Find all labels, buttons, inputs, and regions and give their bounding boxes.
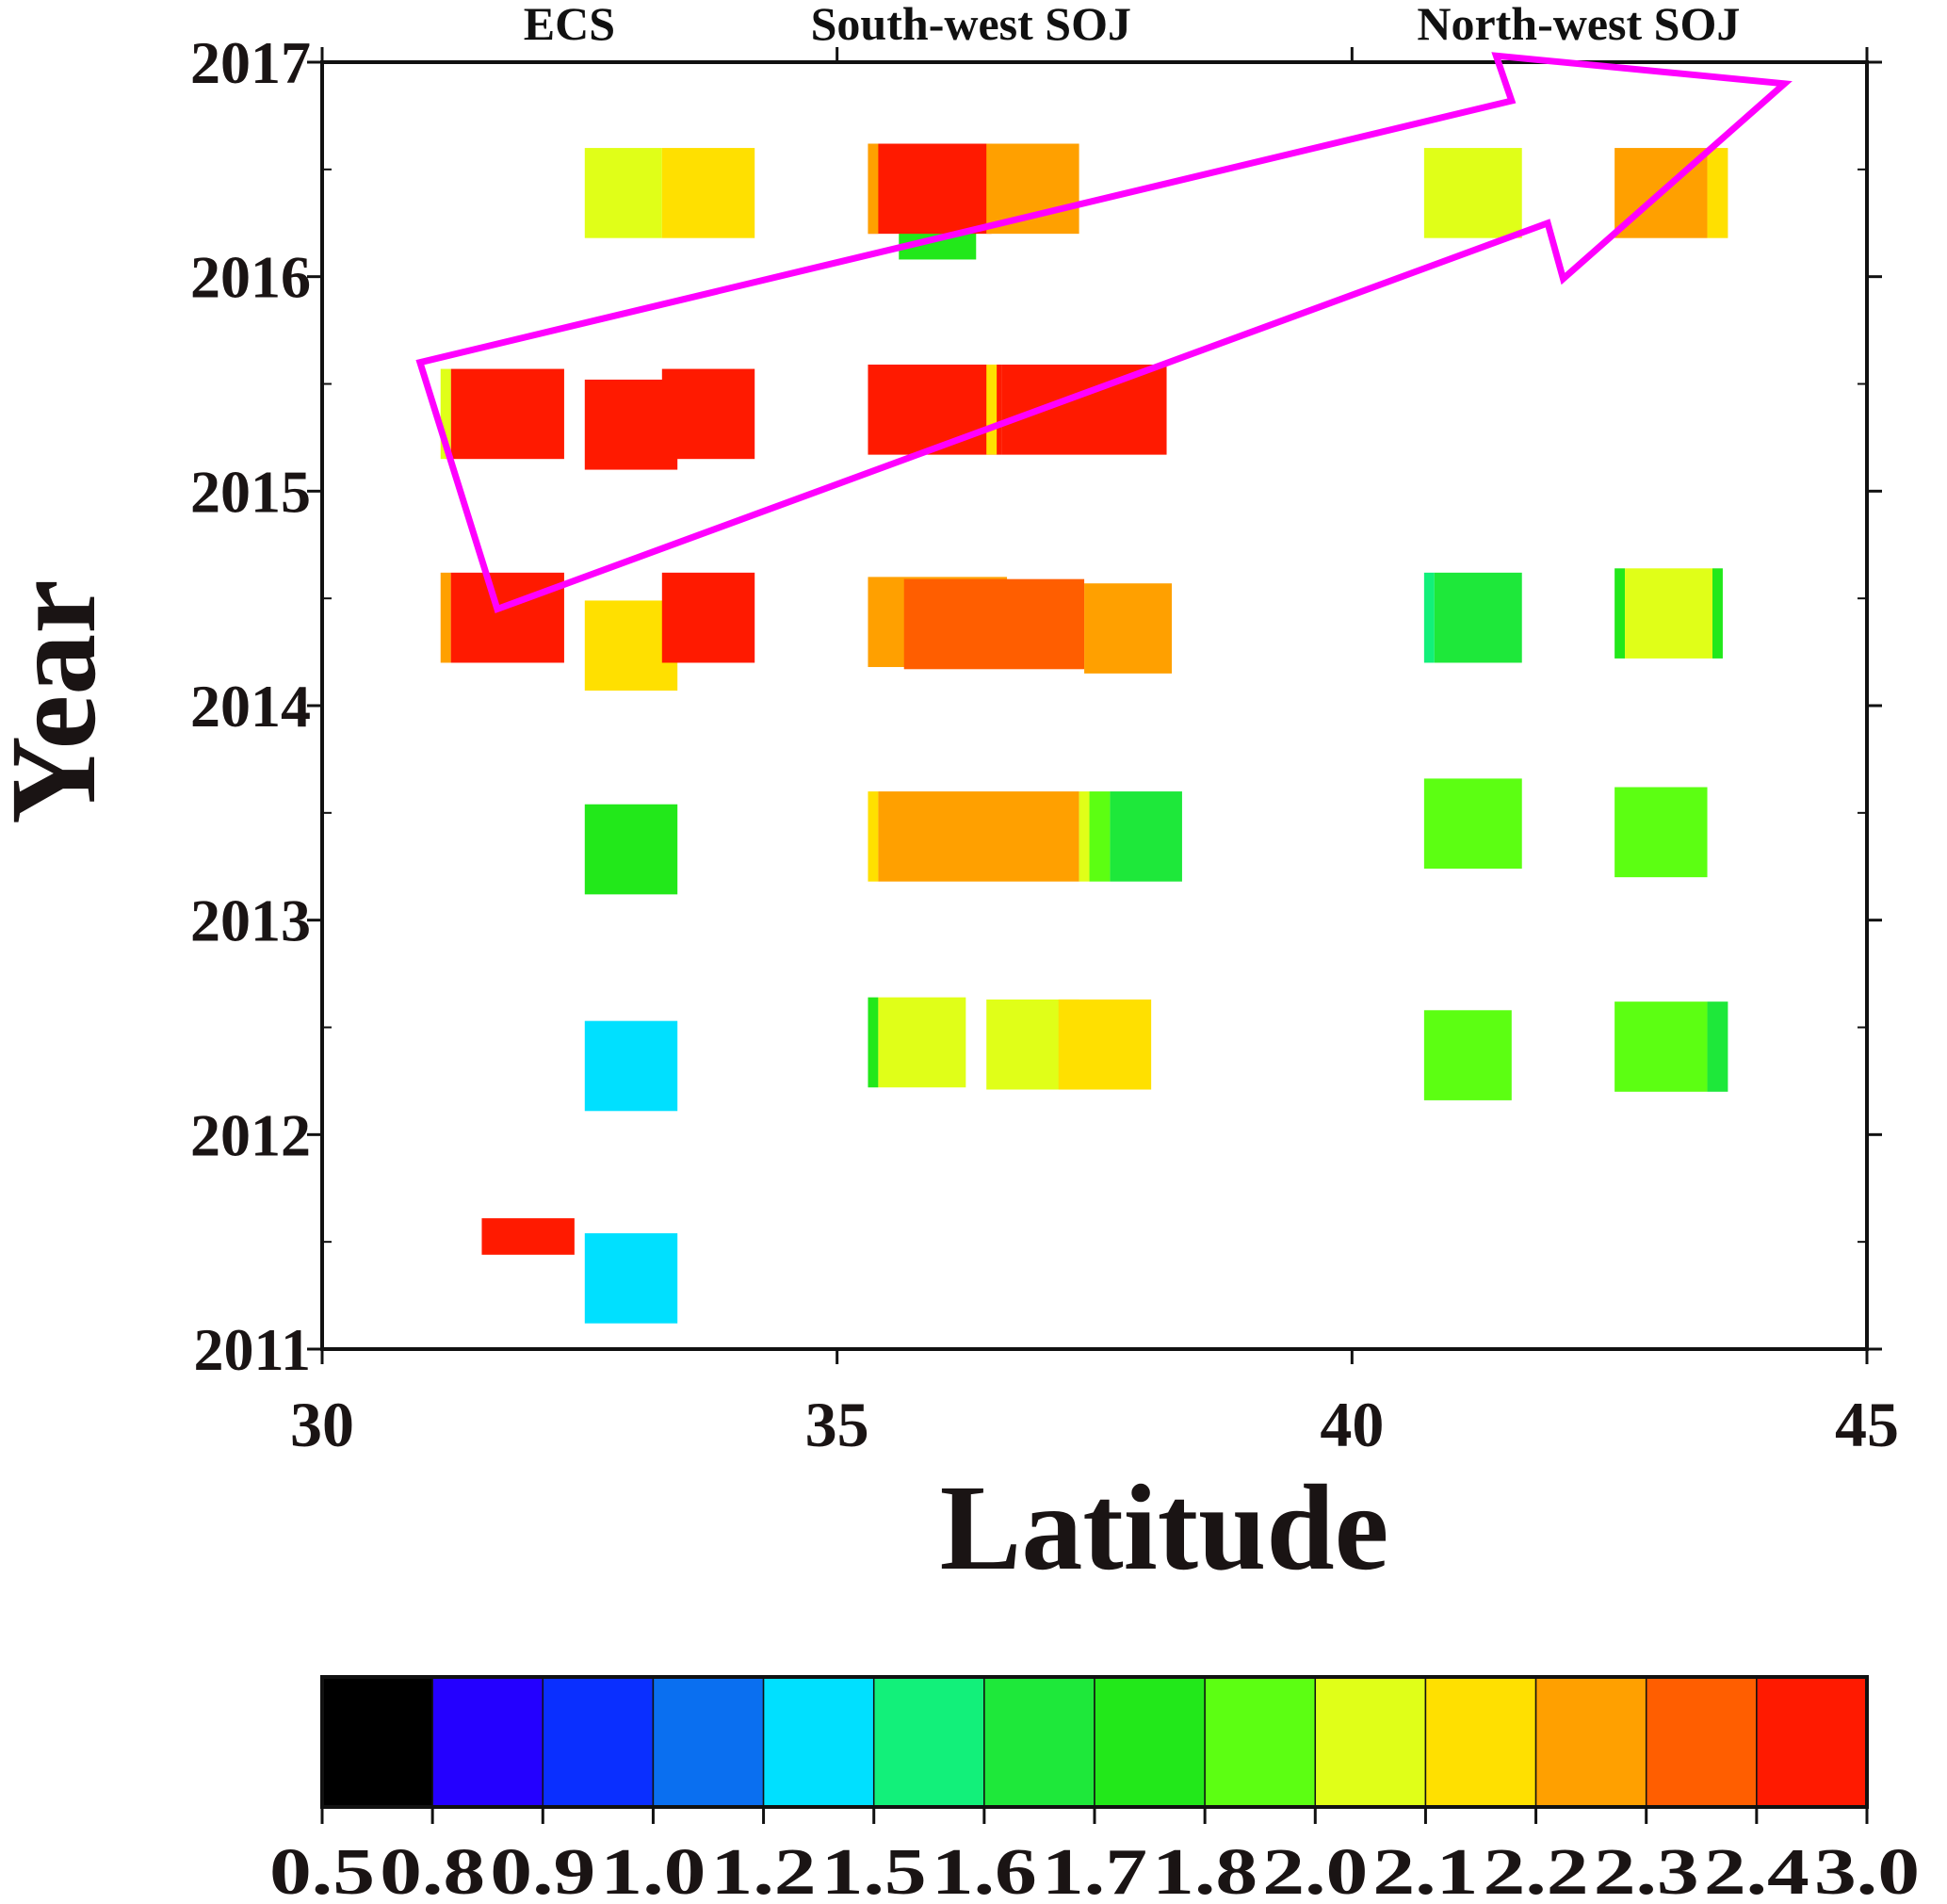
colorbar-swatch <box>762 1676 875 1808</box>
heatmap-cell <box>584 1233 678 1324</box>
colorbar-label: 2.0 <box>1262 1836 1368 1904</box>
colorbar <box>320 1675 1869 1824</box>
colorbar-label: 0.5 <box>269 1836 375 1904</box>
x-tick-label: 45 <box>1835 1389 1899 1460</box>
heatmap-cell <box>584 148 662 238</box>
heatmap-cell <box>1434 572 1522 663</box>
heatmap-cell <box>1110 791 1182 882</box>
heatmap-cell <box>986 365 998 455</box>
region-label: North-west SOJ <box>1417 0 1740 50</box>
colorbar-label: 0.8 <box>380 1836 485 1904</box>
tick-labels: 30 35 40 45 2011 2012 2013 2014 2015 2016 2017 <box>190 29 1899 1460</box>
colorbar-label: 2.3 <box>1594 1836 1699 1904</box>
x-axis-title: Latitude <box>940 1460 1389 1596</box>
heatmap-cell <box>440 368 451 460</box>
heatmap-cell <box>1423 1010 1512 1100</box>
heatmap-cell <box>1423 572 1435 663</box>
heatmap-cell <box>1084 583 1172 674</box>
colorbar-label: 2.4 <box>1704 1836 1809 1904</box>
colorbar-swatch <box>321 1676 433 1808</box>
colorbar-swatch <box>1094 1676 1206 1808</box>
heatmap-cell <box>868 143 879 235</box>
y-axis-title: Year <box>0 579 122 824</box>
heatmap-cell <box>878 791 1079 882</box>
colorbar-labels: 0.5 0.8 0.9 1.0 1.2 1.5 1.6 1.7 1.8 2.0 2.1 2.2 2.3 2… <box>269 1836 1920 1904</box>
heatmap-cell <box>868 143 992 235</box>
heatmap-cell <box>1707 148 1728 238</box>
colorbar-label: 1.5 <box>821 1836 927 1904</box>
region-labels: ECS South-west SOJ North-west SOJ <box>524 0 1741 50</box>
colorbar-swatch <box>1204 1676 1317 1808</box>
heatmap-cell <box>868 997 879 1088</box>
heatmap-cell <box>868 791 879 882</box>
heatmap-cell <box>868 365 1002 455</box>
colorbar-swatch <box>652 1676 765 1808</box>
colorbar-swatch <box>542 1676 655 1808</box>
heatmap-cell <box>450 572 564 663</box>
colorbar-label: 2.2 <box>1484 1836 1589 1904</box>
heatmap-cell <box>1079 791 1090 882</box>
colorbar-swatch <box>1756 1676 1868 1808</box>
heatmap-cell <box>1089 791 1111 882</box>
y-tick-label: 2012 <box>190 1101 311 1168</box>
arrow-annotation <box>415 52 1793 614</box>
heatmap-cell <box>1614 1001 1708 1092</box>
colorbar-label: 1.2 <box>711 1836 817 1904</box>
y-tick-label: 2011 <box>194 1316 311 1383</box>
heatmap-cell <box>1001 365 1167 455</box>
axis-ticks <box>307 47 1882 1364</box>
plot-frame <box>320 60 1869 1351</box>
y-tick-label: 2013 <box>190 887 311 954</box>
x-tick-label: 35 <box>805 1389 869 1460</box>
colorbar-swatch <box>872 1676 985 1808</box>
y-tick-label: 2015 <box>190 458 311 525</box>
heatmap-cell <box>1614 568 1626 659</box>
colorbar-label: 2.1 <box>1372 1836 1478 1904</box>
heatmap-cells <box>440 143 1728 1324</box>
x-tick-label: 30 <box>290 1389 354 1460</box>
heatmap-cell <box>903 578 1085 670</box>
heatmap-cell <box>1712 568 1723 659</box>
heatmap-cell <box>481 1218 575 1255</box>
colorbar-label: 3.0 <box>1814 1836 1920 1904</box>
arrow-outline <box>415 52 1793 614</box>
colorbar-label: 1.7 <box>1042 1836 1147 1904</box>
colorbar-swatch <box>983 1676 1095 1808</box>
heatmap-cell <box>584 1020 678 1112</box>
colorbar-label: 0.9 <box>490 1836 595 1904</box>
heatmap-cell <box>661 572 755 663</box>
heatmap-cell <box>1614 787 1708 878</box>
heatmap-cell <box>1707 1001 1728 1092</box>
heatmap-cell <box>440 572 451 663</box>
heatmap-cell <box>1423 778 1522 870</box>
colorbar-label: 1.8 <box>1152 1836 1257 1904</box>
heatmap-cell <box>878 997 966 1088</box>
region-label: South-west SOJ <box>811 0 1131 50</box>
colorbar-label: 1.0 <box>600 1836 706 1904</box>
heatmap-cell <box>661 368 755 460</box>
region-label: ECS <box>524 0 615 50</box>
heatmap-cell <box>661 148 755 238</box>
colorbar-swatch <box>431 1676 544 1808</box>
y-tick-label: 2014 <box>190 673 311 740</box>
y-tick-label: 2016 <box>190 244 311 311</box>
heatmap-cell <box>450 368 564 460</box>
colorbar-swatch <box>1534 1676 1647 1808</box>
colorbar-swatch <box>1424 1676 1537 1808</box>
y-tick-label: 2017 <box>190 29 311 96</box>
x-tick-label: 40 <box>1320 1389 1384 1460</box>
colorbar-swatch <box>1645 1676 1758 1808</box>
heatmap-cell <box>1058 999 1152 1090</box>
colorbar-swatch <box>1314 1676 1427 1808</box>
colorbar-label: 1.6 <box>932 1836 1037 1904</box>
heatmap-cell <box>1625 568 1712 659</box>
heatmap-cell <box>1423 148 1522 238</box>
heatmap-cell <box>584 804 678 895</box>
